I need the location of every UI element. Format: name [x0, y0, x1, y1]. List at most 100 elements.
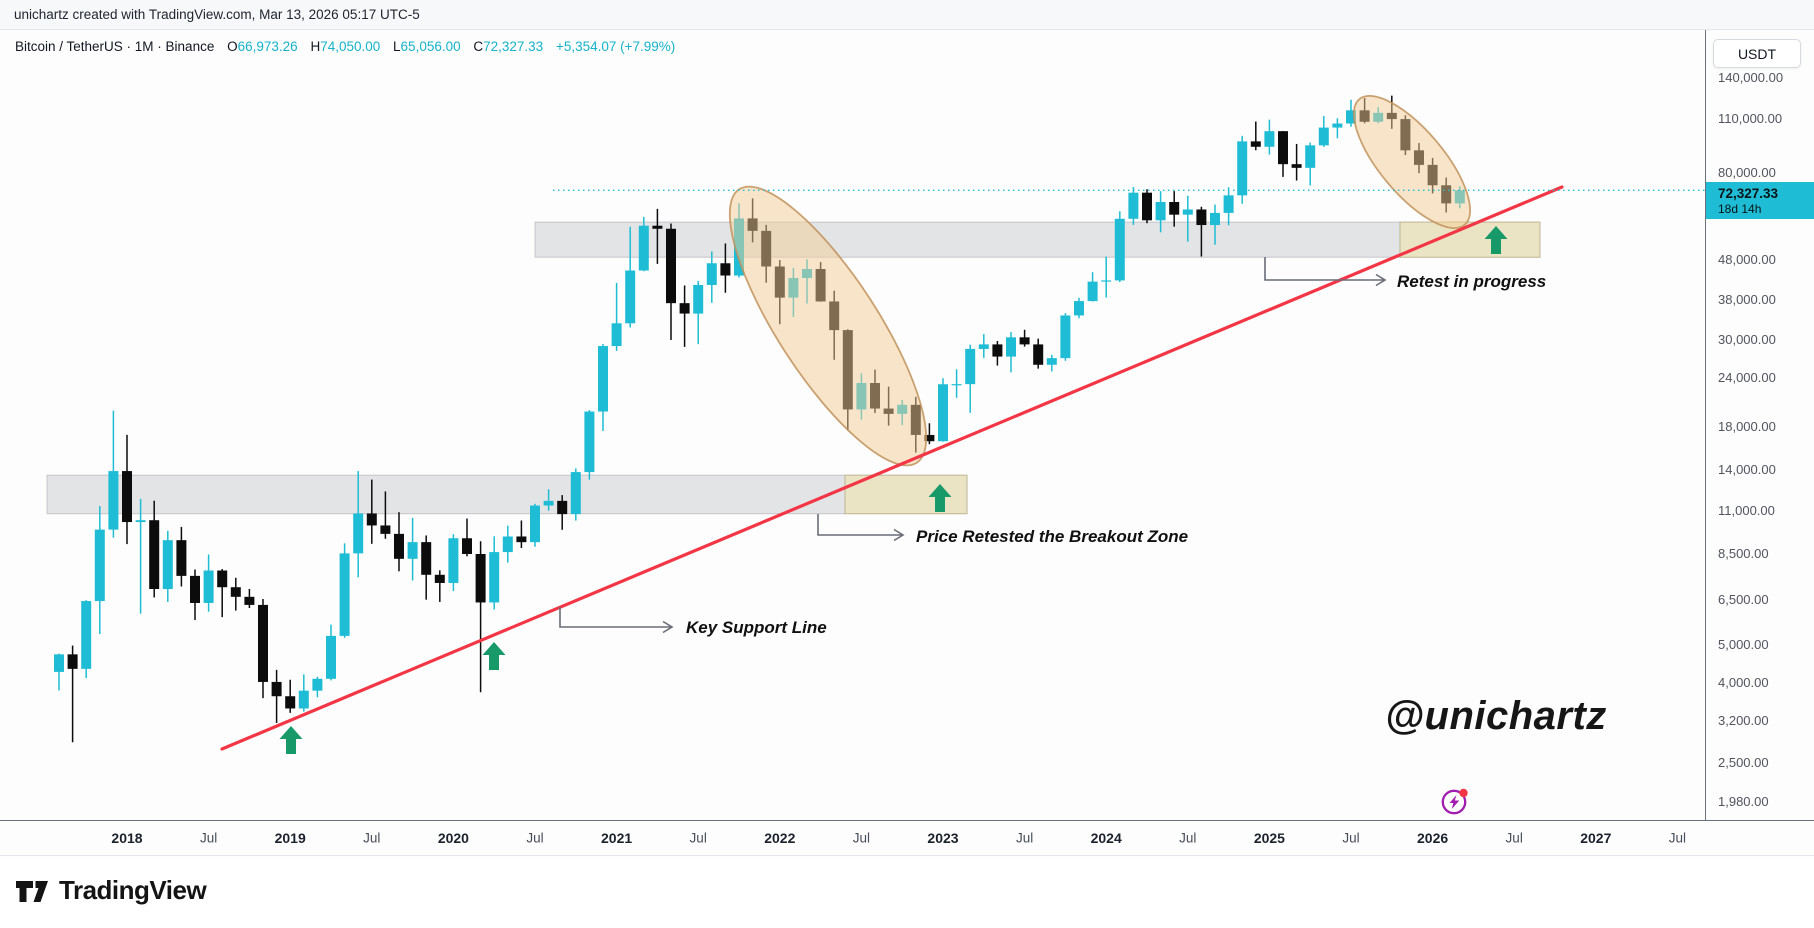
time-label-Jul-2020-07[interactable]: Jul [526, 830, 544, 846]
time-label-Jul-2019-07[interactable]: Jul [363, 830, 381, 846]
low-value: 65,056.00 [400, 39, 461, 54]
tradingview-logo-text: TradingView [59, 875, 207, 905]
candle-body-2022-12 [924, 434, 935, 442]
high-value: 74,050.00 [320, 39, 381, 54]
price-tick-140000: 140,000.00 [1718, 70, 1784, 85]
price-tick-80000: 80,000.00 [1718, 165, 1776, 181]
candle-body-2023-10 [1060, 315, 1071, 359]
candle-body-2020-04 [489, 552, 500, 603]
candle-body-2024-04 [1142, 192, 1152, 221]
price-tick-30000: 30,000.00 [1718, 331, 1776, 347]
time-label-2022-2022-01[interactable]: 2022 [764, 830, 796, 846]
price-tick-4000: 4,000.00 [1718, 674, 1769, 690]
candle-body-2025-02 [1278, 131, 1288, 165]
time-label-Jul-2025-07[interactable]: Jul [1342, 830, 1360, 846]
open-value: 66,973.26 [237, 39, 298, 54]
candle-body-2019-04 [326, 635, 336, 679]
candle-body-2021-06 [679, 303, 690, 314]
boost-lightning-icon[interactable] [1440, 787, 1470, 822]
symbol-title[interactable]: Bitcoin / TetherUS · 1M · Binance [15, 39, 215, 54]
breakout-zone-2021-highs-zone [534, 221, 1401, 258]
time-label-2021-2021-01[interactable]: 2021 [601, 830, 633, 846]
footer-bar: TradingView [0, 857, 1814, 928]
last-price-badge: 72,327.33 18d 14h [1706, 182, 1814, 220]
candle-body-2020-09 [557, 500, 568, 515]
candle-body-2019-02 [298, 690, 309, 709]
price-tick-14000: 14,000.00 [1718, 461, 1776, 477]
candle-body-2021-05 [666, 228, 676, 304]
candle-body-2024-02 [1114, 218, 1125, 281]
up-arrow-marker [482, 642, 506, 670]
candle-body-2023-12 [1087, 281, 1098, 302]
up-arrow-marker [1484, 226, 1508, 254]
candle-body-2021-08 [706, 263, 717, 285]
time-label-2018-2018-01[interactable]: 2018 [111, 830, 143, 846]
candle-body-2024-05 [1155, 201, 1166, 221]
candle-body-2024-12 [1250, 141, 1261, 147]
up-arrow-marker [928, 484, 952, 512]
candle-body-2020-03 [475, 554, 486, 603]
time-label-Jul-2026-07[interactable]: Jul [1505, 830, 1523, 846]
candle-body-2017-12 [108, 471, 119, 530]
candle-body-2025-07 [1346, 110, 1356, 124]
price-tick-5000: 5,000.00 [1718, 636, 1769, 652]
candle-body-2021-04 [652, 225, 663, 229]
candle-body-2018-11 [258, 604, 268, 682]
candle-body-2018-03 [149, 520, 160, 589]
time-axis[interactable]: 2018 Jul 2019 Jul 2020 Jul 2021 Jul 2022 Jul 2023 J… [0, 820, 1814, 856]
candle-body-2019-11 [421, 542, 432, 575]
candle-body-2024-11 [1237, 141, 1248, 196]
time-label-2023-2023-01[interactable]: 2023 [927, 830, 959, 846]
time-label-Jul-2022-07[interactable]: Jul [852, 830, 871, 846]
candle-body-2025-05 [1318, 127, 1329, 146]
price-tick-24000: 24,000.00 [1718, 369, 1776, 385]
time-label-2025-2025-01[interactable]: 2025 [1253, 830, 1285, 846]
candle-body-2020-10 [570, 472, 581, 515]
open-label: O [227, 39, 238, 54]
low-label: L [393, 39, 401, 54]
candle-body-2020-05 [502, 536, 513, 553]
candle-body-2023-02 [951, 384, 962, 386]
change-value: +5,354.07 (+7.99%) [555, 39, 676, 54]
candle-body-2019-09 [394, 533, 404, 559]
candle-body-2017-11 [94, 529, 105, 602]
candle-body-2020-11 [584, 411, 595, 473]
time-label-2027-2027-01[interactable]: 2027 [1580, 830, 1612, 846]
candle-body-2018-09 [230, 587, 241, 597]
price-tick-18000: 18,000.00 [1718, 418, 1776, 434]
callout-line-retest_progress_label [1264, 257, 1385, 281]
candle-body-2023-03 [965, 348, 976, 385]
time-label-Jul-2023-07[interactable]: Jul [1015, 830, 1034, 846]
candle-body-2023-01 [938, 384, 948, 442]
candle-body-2023-07 [1019, 337, 1030, 345]
candle-body-2023-04 [978, 344, 989, 349]
callout-arrowhead [893, 528, 905, 542]
candle-body-2018-12 [271, 681, 282, 697]
time-label-2020-2020-01[interactable]: 2020 [437, 830, 469, 846]
time-label-Jul-2021-07[interactable]: Jul [689, 830, 707, 846]
price-axis[interactable]: USDT 140,000.00 110,000.00 80,000.00 48,000… [1706, 30, 1814, 820]
time-label-Jul-2024-07[interactable]: Jul [1179, 830, 1197, 846]
candle-body-2017-08 [54, 654, 64, 672]
time-label-2019-2019-01[interactable]: 2019 [274, 830, 306, 846]
tradingview-logo[interactable]: TradingView [15, 875, 207, 906]
symbol-legend[interactable]: Bitcoin / TetherUS · 1M · Binance O66,97… [15, 39, 675, 54]
price-tick-110000: 110,000.00 [1718, 111, 1783, 126]
last-price-value: 72,327.33 [1718, 185, 1779, 201]
price-tick-8500: 8,500.00 [1718, 546, 1769, 562]
close-label: C [473, 39, 484, 54]
candle-body-2019-03 [312, 678, 323, 691]
time-label-Jul-2027-07[interactable]: Jul [1668, 830, 1687, 846]
time-label-2026-2026-01[interactable]: 2026 [1417, 830, 1449, 846]
time-label-2024-2024-01[interactable]: 2024 [1090, 830, 1122, 846]
callout-arrowhead [662, 620, 674, 634]
candle-body-2018-06 [190, 575, 200, 603]
candle-body-2018-02 [135, 520, 146, 523]
callout-line-retested_label [817, 514, 903, 536]
candle-body-2018-01 [122, 471, 132, 523]
candle-body-2023-08 [1033, 344, 1044, 365]
currency-toggle-button[interactable]: USDT [1713, 39, 1801, 68]
time-label-Jul-2018-07[interactable]: Jul [199, 830, 218, 846]
